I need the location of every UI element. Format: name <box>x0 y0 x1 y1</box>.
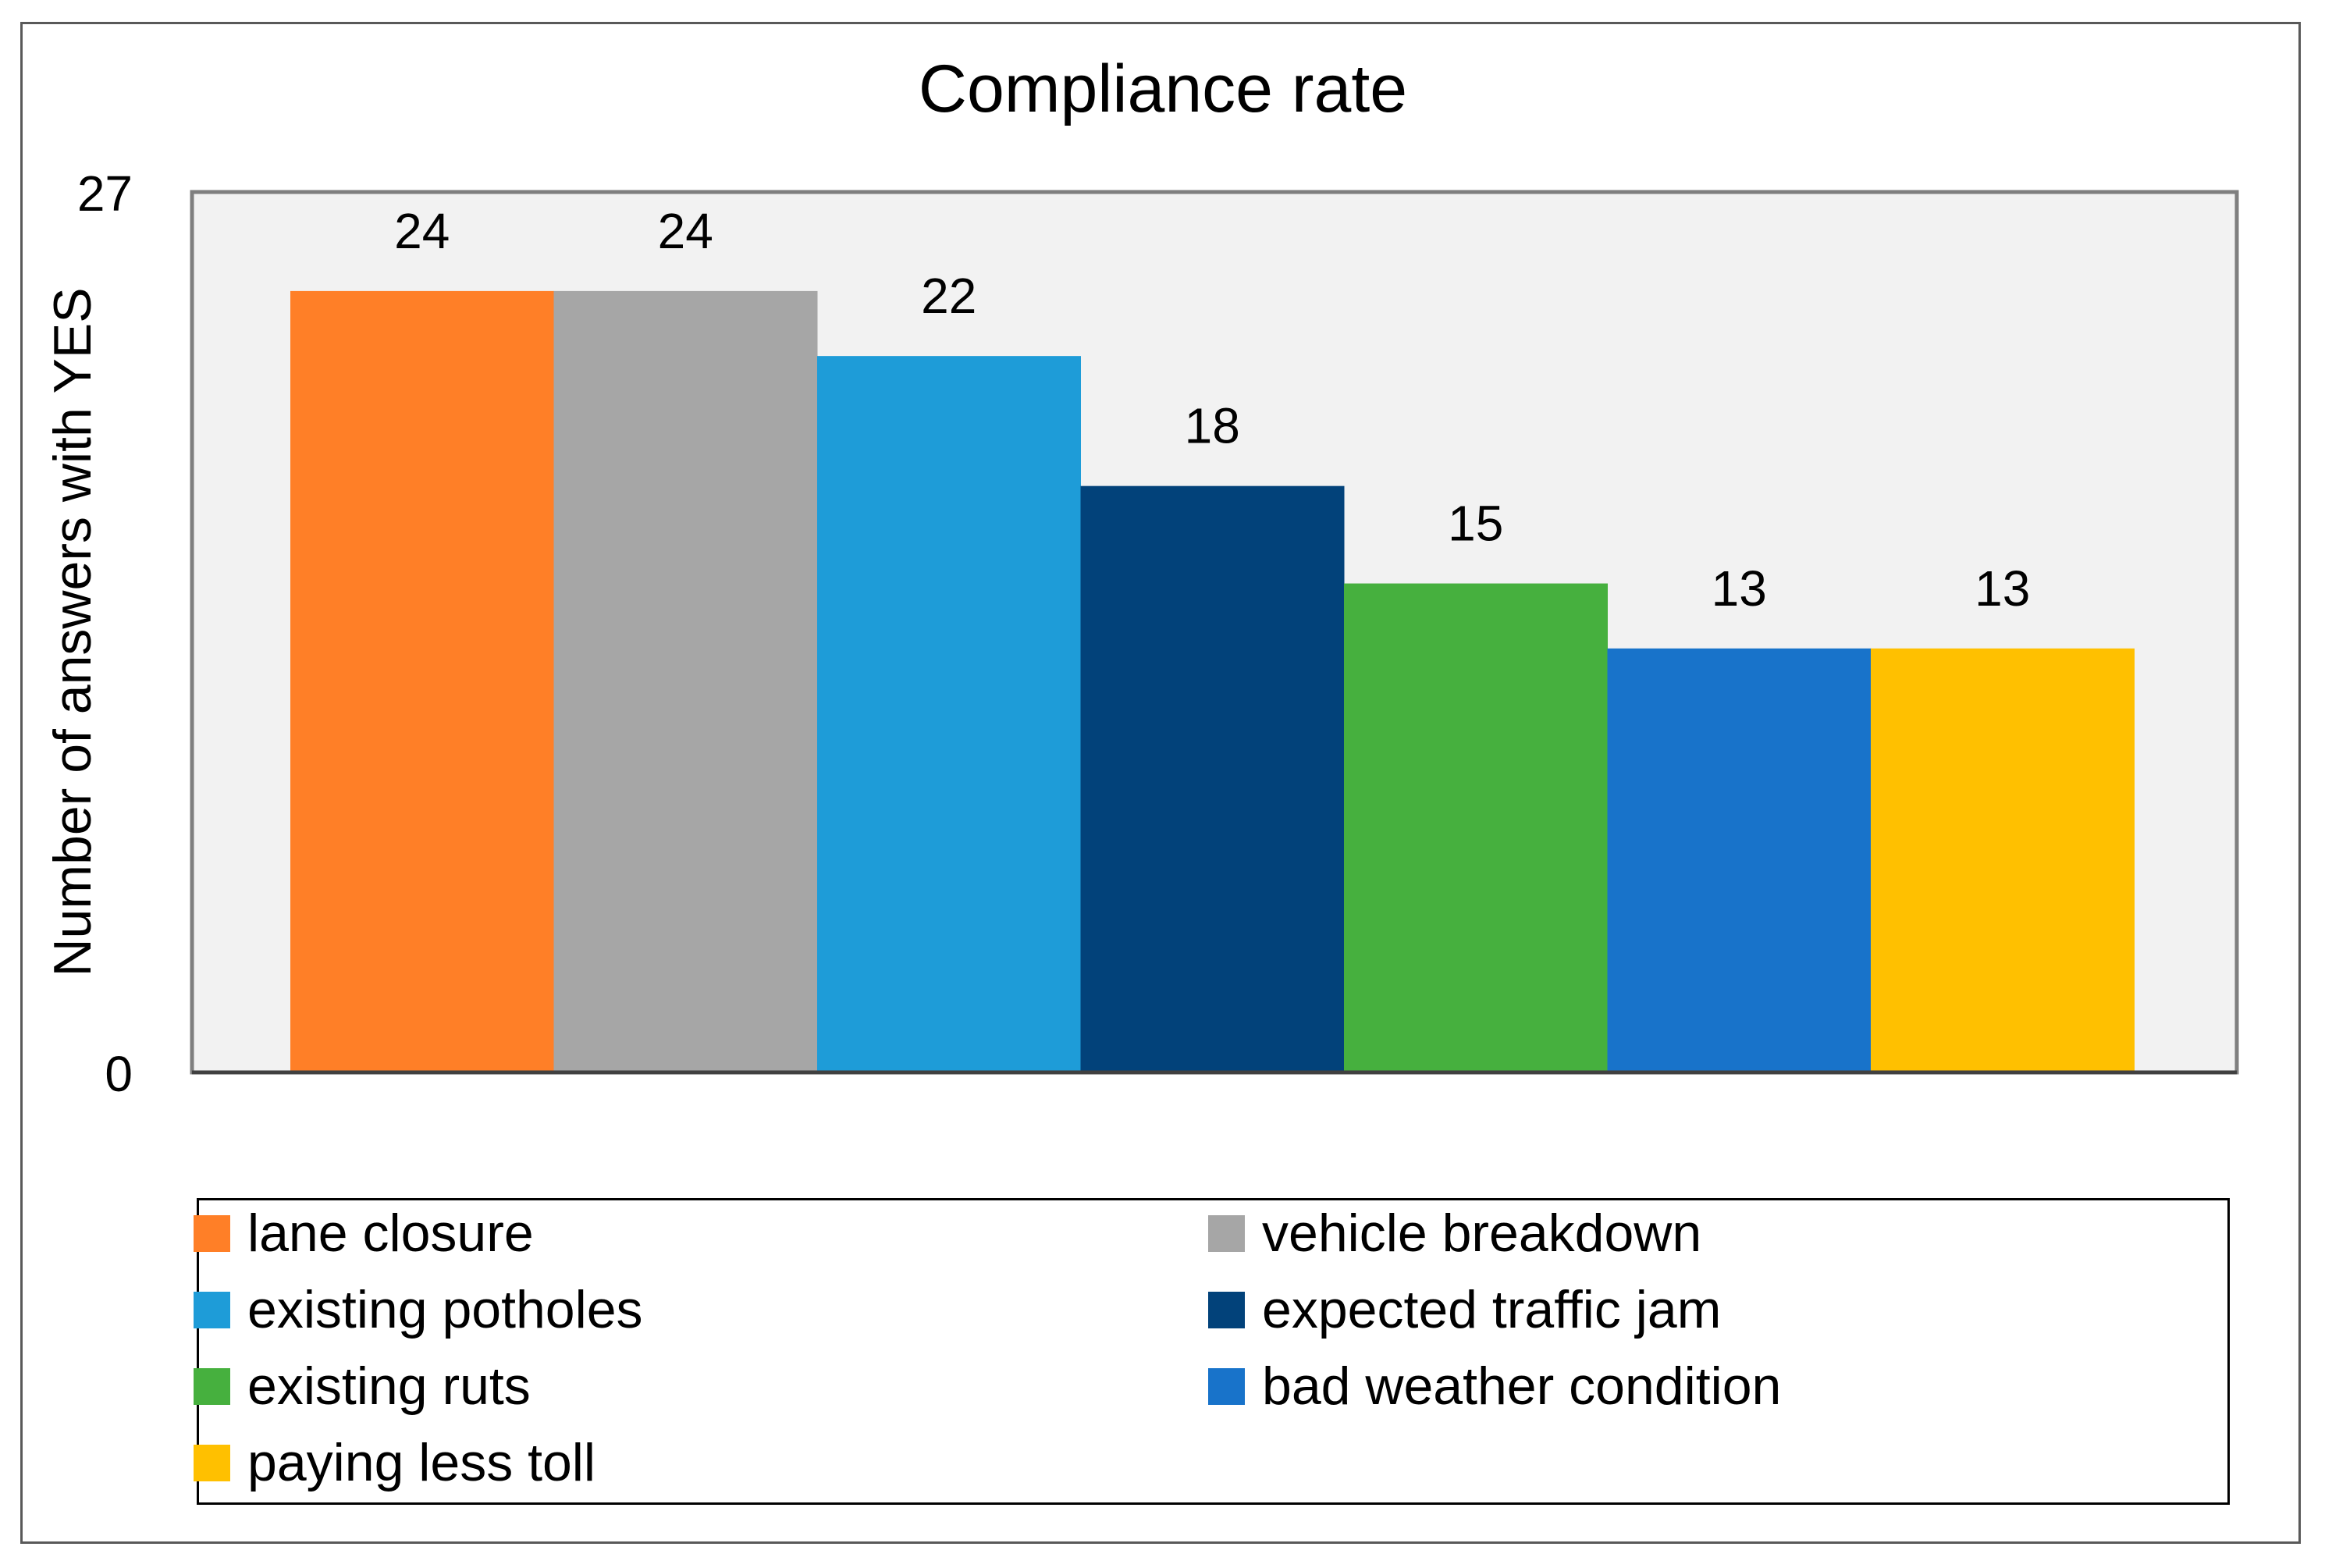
bar-value-label-3: 18 <box>1185 398 1240 454</box>
bar-value-label-4: 15 <box>1448 496 1503 552</box>
legend-swatch-1 <box>1208 1214 1245 1252</box>
legend-swatch-3 <box>1208 1291 1245 1328</box>
bar-labels-group: 24 24 22 18 15 13 13 <box>394 203 2030 617</box>
legend-item-3: expected traffic jam <box>1208 1275 1721 1345</box>
legend-label-6: paying less toll <box>247 1433 596 1492</box>
bar-6 <box>1871 648 2135 1071</box>
legend-swatch-0 <box>194 1214 230 1252</box>
legend-label-1: vehicle breakdown <box>1262 1204 1702 1263</box>
legend-swatch-5 <box>1208 1367 1245 1405</box>
legend-swatch-2 <box>194 1291 230 1328</box>
legend-item-4: existing ruts <box>194 1351 531 1421</box>
legend-swatch-4 <box>194 1367 230 1405</box>
legend-label-5: bad weather condition <box>1262 1356 1782 1416</box>
bar-3 <box>1080 485 1345 1071</box>
legend-label-0: lane closure <box>247 1204 534 1263</box>
y-axis-label: Number of answers with YES <box>43 287 102 976</box>
legend-label-2: existing potholes <box>247 1280 643 1339</box>
bar-5 <box>1607 648 1872 1071</box>
legend-item-6: paying less toll <box>194 1428 595 1498</box>
legend-label-3: expected traffic jam <box>1262 1280 1722 1339</box>
legend-item-5: bad weather condition <box>1208 1351 1781 1421</box>
bar-value-label-2: 22 <box>921 268 976 324</box>
legend-item-2: existing potholes <box>194 1275 643 1345</box>
bar-1 <box>553 290 818 1071</box>
chart-title: Compliance rate <box>919 52 1407 126</box>
legend-item-1: vehicle breakdown <box>1208 1198 1701 1268</box>
bar-value-label-1: 24 <box>658 203 713 259</box>
legend-swatch-6 <box>194 1444 230 1481</box>
bar-chart: Compliance rate Number of answers with Y… <box>43 52 2239 1102</box>
legend: lane closure vehicle breakdown existing po… <box>194 1198 2230 1505</box>
bar-0 <box>290 290 554 1071</box>
bar-4 <box>1344 583 1608 1071</box>
bar-2 <box>817 356 1081 1071</box>
bar-value-label-0: 24 <box>394 203 450 259</box>
bar-value-label-5: 13 <box>1712 560 1767 617</box>
legend-item-0: lane closure <box>194 1198 534 1268</box>
y-tick-max: 27 <box>77 165 133 222</box>
bars-group <box>290 290 2135 1071</box>
legend-label-4: existing ruts <box>247 1356 531 1416</box>
bar-value-label-6: 13 <box>1975 560 2030 617</box>
y-tick-min: 0 <box>105 1046 133 1102</box>
